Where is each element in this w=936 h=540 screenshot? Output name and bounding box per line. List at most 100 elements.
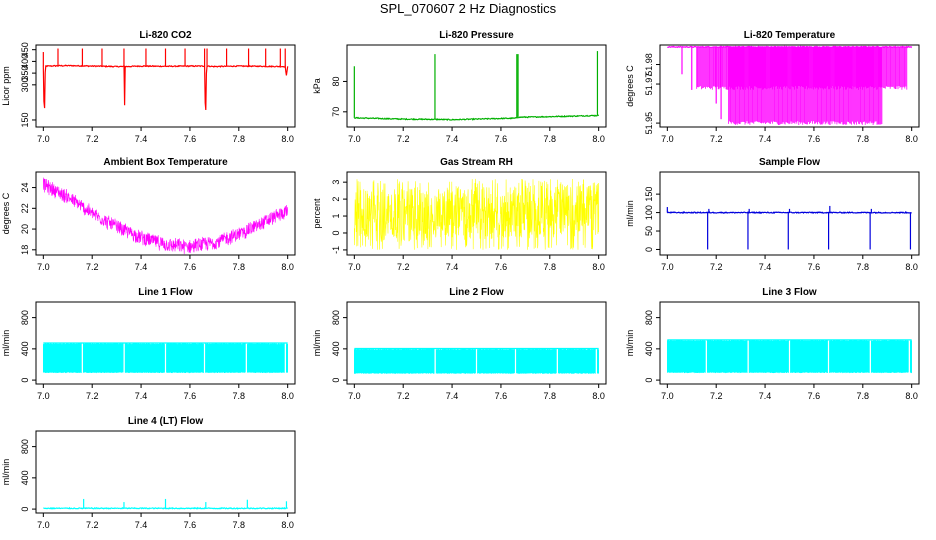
plot-frame [659, 301, 920, 385]
series-rh [354, 178, 599, 250]
y-axis-label: degrees C [625, 65, 635, 107]
chart-title: Ambient Box Temperature [103, 157, 228, 168]
y-tick-label: 800 [20, 439, 30, 454]
x-tick-label: 7.6 [184, 391, 197, 401]
series-drops [696, 47, 908, 90]
plot-frame [35, 301, 296, 385]
y-tick-label: 350 [20, 66, 30, 81]
y-axis-label: Licor ppm [1, 66, 11, 106]
x-tick-label: 7.6 [184, 262, 197, 272]
chart-line3: Line 3 Flow ml/min 7.0 7.2 7.4 7.6 7.8 8.0 0 400 8… [625, 287, 920, 401]
y-tick-label: 70 [331, 107, 341, 117]
series-co2 [42, 48, 289, 111]
series-sample_flow [666, 205, 912, 250]
x-tick-label: 7.0 [661, 134, 674, 144]
y-tick-label: 800 [331, 310, 341, 325]
series-line2 [354, 347, 599, 374]
x-tick-label: 8.0 [281, 134, 294, 144]
y-axis-label: ml/min [312, 330, 322, 357]
series-licor_temp [667, 45, 913, 125]
series-band [667, 339, 912, 374]
x-tick-label: 7.2 [86, 391, 99, 401]
x-tick-label: 8.0 [592, 134, 605, 144]
page-title: SPL_070607 2 Hz Diagnostics [379, 1, 557, 16]
y-tick-label: 51.97 [644, 73, 654, 96]
x-tick-label: 7.2 [397, 134, 410, 144]
y-tick-label: 2 [331, 197, 341, 202]
y-tick-label: 0 [644, 247, 654, 252]
x-tick-label: 8.0 [281, 520, 294, 530]
y-tick-label: 800 [644, 310, 654, 325]
chart-line1: Line 1 Flow ml/min 7.0 7.2 7.4 7.6 7.8 8.0 0 400 8… [1, 287, 296, 401]
x-tick-label: 7.4 [135, 520, 148, 530]
x-tick-label: 8.0 [905, 262, 918, 272]
x-tick-label: 7.8 [233, 520, 246, 530]
y-tick-label: 450 [20, 42, 30, 57]
series-drops [728, 47, 883, 125]
y-tick-label: 150 [644, 187, 654, 202]
plot-frame [659, 171, 920, 256]
x-tick-label: 7.6 [495, 262, 508, 272]
y-tick-label: 50 [644, 226, 654, 236]
plot-frame [659, 44, 920, 128]
x-tick-label: 7.8 [233, 391, 246, 401]
x-tick-label: 7.6 [808, 134, 821, 144]
x-tick-label: 7.4 [759, 262, 772, 272]
x-tick-label: 7.2 [710, 262, 723, 272]
x-tick-label: 7.0 [661, 391, 674, 401]
x-tick-label: 7.2 [710, 134, 723, 144]
series-band [43, 342, 288, 374]
plot-frame [35, 44, 296, 128]
series-line1 [43, 342, 288, 374]
x-tick-label: 7.6 [495, 134, 508, 144]
x-tick-label: 7.2 [86, 134, 99, 144]
y-tick-label: 400 [644, 341, 654, 356]
plot-frame [35, 171, 296, 256]
x-tick-label: 7.4 [446, 262, 459, 272]
series-line [354, 114, 600, 122]
y-tick-label: 18 [20, 245, 30, 255]
y-tick-label: 51.98 [644, 53, 654, 76]
y-tick-label: 0 [644, 378, 654, 383]
x-tick-label: 7.2 [86, 262, 99, 272]
x-tick-label: 7.8 [544, 391, 557, 401]
x-tick-label: 7.6 [495, 391, 508, 401]
chart-title: Line 1 Flow [138, 287, 193, 298]
x-tick-label: 7.4 [135, 262, 148, 272]
x-tick-label: 7.2 [86, 520, 99, 530]
x-tick-label: 7.8 [544, 262, 557, 272]
x-tick-label: 7.0 [37, 391, 50, 401]
chart-co2: Li-820 CO2 Licor ppm 7.0 7.2 7.4 7.6 7.8 8.0 150… [1, 30, 296, 144]
series-line4 [43, 498, 288, 510]
x-tick-label: 8.0 [281, 391, 294, 401]
x-tick-label: 7.6 [184, 134, 197, 144]
x-tick-label: 7.4 [446, 134, 459, 144]
x-tick-label: 7.2 [397, 391, 410, 401]
y-tick-label: 0 [331, 378, 341, 383]
chart-sample_flow: Sample Flow ml/min 7.0 7.2 7.4 7.6 7.8 8.0 0 50 10… [625, 157, 920, 272]
y-axis-label: degrees C [1, 192, 11, 234]
x-tick-label: 7.8 [544, 134, 557, 144]
series-line3 [667, 339, 912, 374]
y-tick-label: 400 [20, 470, 30, 485]
y-tick-label: 400 [331, 341, 341, 356]
x-tick-label: 8.0 [281, 262, 294, 272]
x-tick-label: 8.0 [592, 262, 605, 272]
y-tick-label: 1 [331, 214, 341, 219]
x-tick-label: 7.2 [397, 262, 410, 272]
x-tick-label: 7.6 [808, 262, 821, 272]
chart-line2: Line 2 Flow ml/min 7.0 7.2 7.4 7.6 7.8 8.0 0 400 8… [312, 287, 607, 401]
y-tick-label: 3 [331, 180, 341, 185]
series-pressure [353, 51, 600, 122]
chart-title: Li-820 Pressure [439, 30, 514, 41]
x-tick-label: 7.0 [37, 134, 50, 144]
y-axis-label: ml/min [1, 459, 11, 486]
y-tick-label: 800 [20, 310, 30, 325]
chart-line4: Line 4 (LT) Flow ml/min 7.0 7.2 7.4 7.6 7.8 8.0… [1, 416, 296, 530]
x-tick-label: 7.4 [446, 391, 459, 401]
y-tick-label: 24 [20, 183, 30, 193]
x-tick-label: 7.4 [759, 134, 772, 144]
series-line [42, 64, 289, 111]
x-tick-label: 7.8 [857, 262, 870, 272]
